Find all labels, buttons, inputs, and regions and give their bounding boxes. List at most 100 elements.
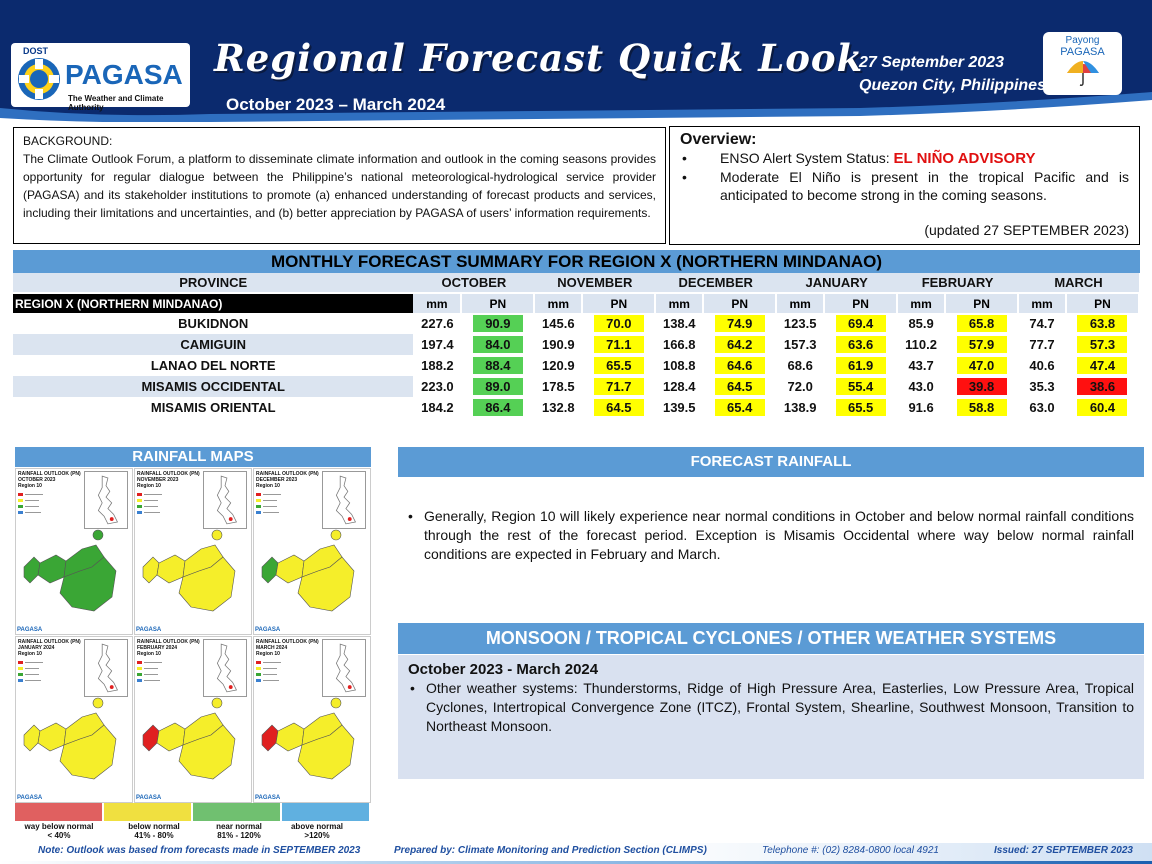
month-header-row: PROVINCE OCTOBER NOVEMBER DECEMBER JANUA… bbox=[13, 273, 1139, 294]
monsoon-box: October 2023 - March 2024 Other weather … bbox=[398, 655, 1144, 779]
footer-note: Note: Outlook was based from forecasts m… bbox=[38, 845, 361, 856]
rainfall-mm-cell: 166.8 bbox=[662, 337, 696, 352]
percent-normal-cell: 57.3 bbox=[1066, 334, 1139, 355]
map-legend-icon bbox=[137, 493, 162, 514]
map-footer-logo: PAGASA bbox=[136, 627, 162, 633]
map-legend-icon bbox=[18, 661, 43, 682]
percent-normal-value: 65.5 bbox=[835, 399, 886, 416]
rainfall-mm-cell: 139.5 bbox=[662, 400, 696, 415]
month-header: OCTOBER bbox=[413, 273, 535, 294]
region-x-map bbox=[23, 529, 117, 612]
table-row: CAMIGUIN 197.4 84.0 190.9 71.1 166.8 64.2 157.3… bbox=[13, 334, 1139, 355]
legend-label-near: near normal 81% - 120% bbox=[216, 822, 262, 840]
percent-normal-value: 69.4 bbox=[835, 315, 886, 332]
location-index-map-icon bbox=[322, 471, 366, 529]
enso-label: ENSO Alert System Status: bbox=[720, 150, 894, 166]
percent-normal-value: 65.4 bbox=[714, 399, 765, 416]
rainfall-mm-cell: 43.7 bbox=[908, 358, 934, 373]
legend-swatch-way-below bbox=[15, 803, 102, 821]
legend-swatch-near bbox=[193, 803, 280, 821]
page-title: Regional Forecast Quick Look bbox=[214, 36, 864, 80]
rainfall-mm-cell: 138.9 bbox=[783, 400, 817, 415]
map-legend-icon bbox=[137, 661, 162, 682]
legend-swatch-below bbox=[104, 803, 191, 821]
map-title: RAINFALL OUTLOOK (PN) MARCH 2024 Region 10 bbox=[256, 639, 319, 657]
percent-normal-value: 61.9 bbox=[835, 357, 886, 374]
forecast-period: October 2023 – March 2024 bbox=[226, 95, 446, 114]
background-text: The Climate Outlook Forum, a platform to… bbox=[23, 152, 656, 220]
unit-pn: PN bbox=[461, 293, 536, 313]
legend-label-below: below normal 41% - 80% bbox=[128, 822, 180, 840]
province-name: MISAMIS OCCIDENTAL bbox=[13, 376, 414, 397]
province-header: PROVINCE bbox=[13, 273, 414, 294]
unit-pn: PN bbox=[703, 293, 778, 313]
map-footer-logo: PAGASA bbox=[255, 627, 281, 633]
rainfall-map-panel: RAINFALL OUTLOOK (PN) DECEMBER 2023 Region… bbox=[253, 468, 371, 635]
legend-label-way-below: way below normal < 40% bbox=[24, 822, 94, 840]
map-legend-icon bbox=[18, 493, 43, 514]
pagasa-wordmark: PAGASA bbox=[65, 59, 183, 90]
percent-normal-cell: 88.4 bbox=[461, 355, 534, 376]
location-index-map-icon bbox=[322, 639, 366, 697]
percent-normal-cell: 69.4 bbox=[824, 313, 897, 334]
percent-normal-cell: 64.5 bbox=[582, 397, 655, 418]
percent-normal-value: 64.5 bbox=[593, 399, 644, 416]
payong-line2: PAGASA bbox=[1060, 46, 1105, 58]
map-title: RAINFALL OUTLOOK (PN) DECEMBER 2023 Region… bbox=[256, 471, 319, 489]
unit-pn: PN bbox=[1065, 293, 1141, 313]
rainfall-mm-cell: 157.3 bbox=[783, 337, 817, 352]
rainfall-mm-cell: 108.8 bbox=[662, 358, 696, 373]
pagasa-seal-icon bbox=[18, 58, 60, 100]
unit-pn: PN bbox=[824, 293, 899, 313]
rainfall-mm-cell: 123.5 bbox=[783, 316, 817, 331]
percent-normal-cell: 65.5 bbox=[824, 397, 897, 418]
percent-normal-cell: 90.9 bbox=[461, 313, 534, 334]
payong-line1: Payong bbox=[1065, 35, 1100, 46]
percent-normal-value: 63.6 bbox=[835, 336, 886, 353]
unit-header-row: REGION X (NORTHERN MINDANAO) mm PN mm PN m… bbox=[13, 293, 1141, 313]
percent-normal-value: 71.1 bbox=[593, 336, 644, 353]
background-box: Background: The Climate Outlook Forum, a… bbox=[13, 127, 666, 244]
month-header: MARCH bbox=[1018, 273, 1139, 294]
unit-mm: mm bbox=[413, 293, 463, 313]
percent-normal-value: 88.4 bbox=[472, 357, 523, 374]
forecast-rainfall-body: Generally, Region 10 will likely experie… bbox=[406, 507, 1134, 564]
percent-normal-value: 65.8 bbox=[956, 315, 1007, 332]
enso-status: EL NIÑO ADVISORY bbox=[893, 150, 1036, 167]
percent-normal-value: 57.9 bbox=[956, 336, 1007, 353]
province-name: BUKIDNON bbox=[178, 316, 249, 331]
percent-normal-cell: 63.8 bbox=[1066, 313, 1139, 334]
rainfall-mm-cell: 40.6 bbox=[1029, 358, 1055, 373]
rainfall-mm-cell: 43.0 bbox=[908, 379, 934, 394]
rainfall-mm-cell: 184.2 bbox=[421, 400, 454, 415]
percent-normal-cell: 63.6 bbox=[824, 334, 897, 355]
province-name: LANAO DEL NORTE bbox=[150, 358, 276, 373]
percent-normal-cell: 60.4 bbox=[1066, 397, 1139, 418]
footer-prepared: Prepared by: Climate Monitoring and Pred… bbox=[394, 845, 707, 856]
percent-normal-value: 90.9 bbox=[472, 315, 523, 332]
table-row: BUKIDNON 227.6 90.9 145.6 70.0 138.4 74.9 123.5… bbox=[13, 313, 1139, 334]
percent-normal-value: 63.8 bbox=[1077, 315, 1128, 332]
percent-normal-value: 58.8 bbox=[956, 399, 1007, 416]
region-x-map bbox=[261, 697, 355, 780]
region-x-map bbox=[261, 529, 355, 612]
percent-normal-value: 47.0 bbox=[956, 357, 1007, 374]
monsoon-text: Other weather systems: Thunderstorms, Ri… bbox=[408, 679, 1134, 736]
rainfall-mm-cell: 63.0 bbox=[1029, 400, 1055, 415]
rainfall-map-panel: RAINFALL OUTLOOK (PN) NOVEMBER 2023 Region… bbox=[134, 468, 252, 635]
monsoon-title: MONSOON / TROPICAL CYCLONES / OTHER WEAT… bbox=[398, 623, 1144, 654]
forecast-table: PROVINCE OCTOBER NOVEMBER DECEMBER JANUA… bbox=[13, 273, 1141, 418]
province-name: MISAMIS ORIENTAL bbox=[150, 400, 276, 415]
percent-normal-value: 39.8 bbox=[956, 378, 1007, 395]
percent-normal-cell: 74.9 bbox=[703, 313, 776, 334]
issue-date: 27 September 2023 bbox=[859, 54, 1004, 71]
month-header: DECEMBER bbox=[655, 273, 777, 294]
unit-mm: mm bbox=[1018, 293, 1067, 313]
footer-issued: Issued: 27 SEPTEMBER 2023 bbox=[994, 845, 1133, 856]
rainfall-mm-cell: 197.4 bbox=[421, 337, 454, 352]
rainfall-mm-cell: 91.6 bbox=[908, 400, 934, 415]
percent-normal-cell: 55.4 bbox=[824, 376, 897, 397]
region-x-map bbox=[23, 697, 117, 780]
rainfall-mm-cell: 132.8 bbox=[542, 400, 575, 415]
pagasa-logo: DOST PAGASA The Weather and Climate Auth… bbox=[11, 43, 190, 112]
